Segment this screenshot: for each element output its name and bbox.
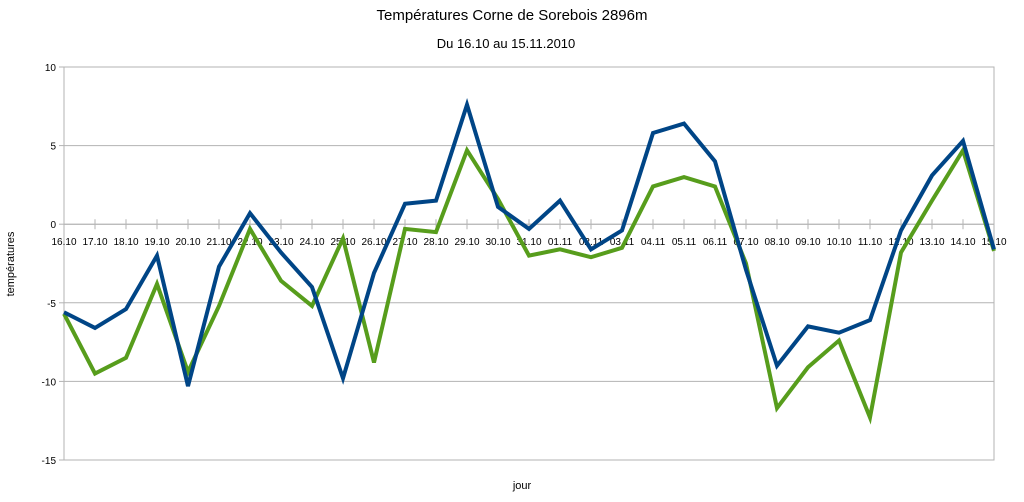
x-tick-label: 20.10 [175, 237, 200, 248]
chart-title: Températures Corne de Sorebois 2896m [377, 7, 648, 24]
x-tick-label: 11.10 [858, 237, 883, 248]
x-tick-label: 24.10 [299, 237, 324, 248]
x-tick-label: 13.10 [919, 237, 944, 248]
x-tick-label: 30.10 [485, 237, 510, 248]
x-tick-label: 06.11 [703, 237, 728, 248]
x-tick-label: 04.11 [641, 237, 666, 248]
y-tick-label: -15 [42, 456, 57, 467]
y-axis-label: températures [5, 231, 17, 296]
y-tick-label: 0 [50, 220, 56, 231]
chart-subtitle: Du 16.10 au 15.11.2010 [437, 36, 576, 51]
x-tick-label: 21.10 [206, 237, 231, 248]
y-tick-label: 5 [50, 142, 56, 153]
y-tick-label: -5 [47, 299, 56, 310]
x-tick-label: 28.10 [423, 237, 448, 248]
x-tick-label: 01.11 [548, 237, 573, 248]
x-tick-label: 05.11 [672, 237, 697, 248]
x-tick-label: 16.10 [51, 237, 76, 248]
plot-area-border [64, 67, 994, 460]
x-tick-label: 08.10 [764, 237, 789, 248]
y-tick-label: -10 [42, 377, 57, 388]
x-tick-label: 29.10 [454, 237, 479, 248]
x-tick-label: 09.10 [795, 237, 820, 248]
x-tick-label: 27.10 [392, 237, 417, 248]
x-tick-label: 14.10 [950, 237, 975, 248]
x-tick-label: 26.10 [361, 237, 386, 248]
x-tick-label: 18.10 [113, 237, 138, 248]
x-axis-label: jour [512, 480, 532, 492]
x-tick-label: 17.10 [82, 237, 107, 248]
x-tick-label: 19.10 [144, 237, 169, 248]
x-tick-label: 10.10 [826, 237, 851, 248]
series-line-2 [64, 150, 994, 417]
y-tick-label: 10 [45, 63, 57, 74]
